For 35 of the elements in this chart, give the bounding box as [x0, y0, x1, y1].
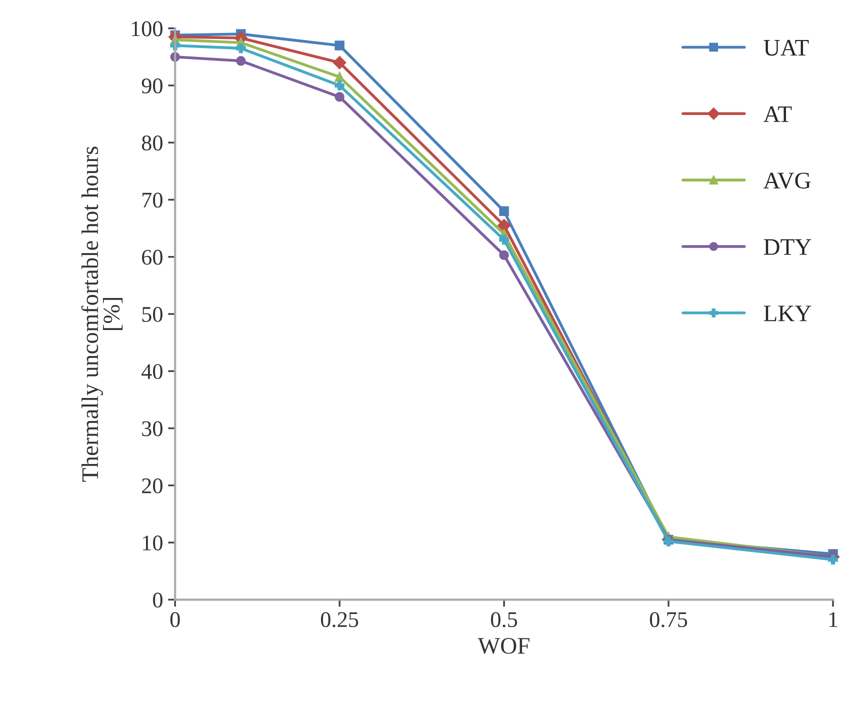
x-tick-label: 1 [829, 612, 838, 627]
x-tick-label: 0 [170, 612, 180, 628]
y-axis-title: Thermally uncomfortable hot hours [%] [81, 146, 123, 482]
legend-label: UAT [764, 40, 809, 56]
y-tick-label: 90 [142, 78, 162, 94]
y-tick-label: 70 [142, 192, 162, 208]
point [334, 72, 344, 82]
point [499, 206, 509, 216]
legend-label: LKY [764, 306, 812, 322]
legend-label: DTY [764, 239, 812, 255]
point [334, 40, 344, 50]
point [332, 56, 346, 70]
y-tick-label: 80 [142, 136, 162, 151]
y-tick-label: 60 [142, 250, 162, 265]
point [334, 92, 344, 102]
x-axis-title: WOF [478, 638, 530, 654]
point [499, 250, 509, 260]
point [828, 554, 838, 565]
y-tick-label: 100 [132, 21, 162, 36]
point [499, 234, 509, 245]
point [236, 43, 246, 54]
legend-label: AT [763, 106, 792, 122]
legend-label: AVG [763, 172, 811, 189]
y-tick-label: 30 [142, 421, 162, 436]
x-tick-label: 0.25 [320, 612, 358, 628]
x-tick-label: 0.5 [491, 612, 518, 628]
y-tick-label: 20 [142, 478, 162, 494]
point [236, 56, 246, 66]
point [334, 80, 344, 90]
y-tick-label: 10 [143, 535, 162, 550]
point [497, 218, 511, 232]
y-tick-label: 40 [142, 364, 162, 380]
y-tick-label: 0 [153, 592, 162, 608]
x-tick-label: 0.75 [650, 612, 688, 628]
y-tick-label: 50 [142, 306, 162, 322]
